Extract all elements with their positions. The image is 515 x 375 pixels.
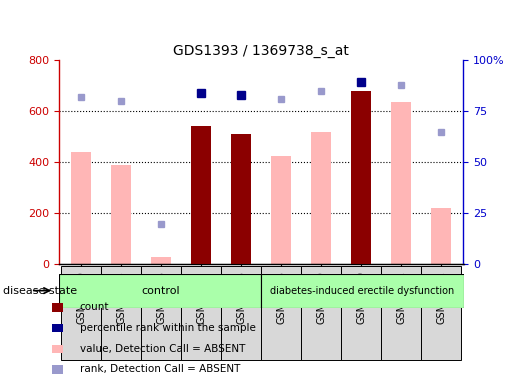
Bar [181,266,221,360]
Text: GSM46520: GSM46520 [356,271,367,324]
Bar [101,266,141,360]
Bar [59,274,261,308]
Text: rank, Detection Call = ABSENT: rank, Detection Call = ABSENT [80,364,240,374]
Text: GSM46519: GSM46519 [316,271,327,324]
Text: control: control [141,286,180,296]
Bar [141,266,181,360]
Bar [432,208,452,264]
Text: diabetes-induced erectile dysfunction: diabetes-induced erectile dysfunction [270,286,455,296]
Bar [71,152,91,264]
Text: GSM46518: GSM46518 [277,271,286,324]
Bar [191,126,211,264]
Bar [261,266,301,360]
Text: count: count [80,303,109,312]
Bar [151,257,171,264]
Bar [341,266,382,360]
Bar [312,132,332,264]
Bar [351,91,371,264]
Text: GSM46522: GSM46522 [437,271,447,324]
Bar [231,134,251,264]
Text: value, Detection Call = ABSENT: value, Detection Call = ABSENT [80,344,245,354]
Bar [221,266,261,360]
Text: GSM46508: GSM46508 [156,271,166,324]
Text: GSM46521: GSM46521 [397,271,406,324]
Bar [421,266,461,360]
Text: GSM46503: GSM46503 [116,271,126,324]
Bar [382,266,421,360]
Bar [111,165,131,264]
Bar [61,266,101,360]
Bar [301,266,341,360]
Bar [261,274,464,308]
Bar [391,102,411,264]
Text: disease state: disease state [3,286,77,296]
Bar [271,156,291,264]
Text: percentile rank within the sample: percentile rank within the sample [80,323,256,333]
Text: GSM46516: GSM46516 [236,271,246,324]
Title: GDS1393 / 1369738_s_at: GDS1393 / 1369738_s_at [174,44,349,58]
Text: GSM46512: GSM46512 [196,271,207,324]
Text: GSM46500: GSM46500 [76,271,86,324]
